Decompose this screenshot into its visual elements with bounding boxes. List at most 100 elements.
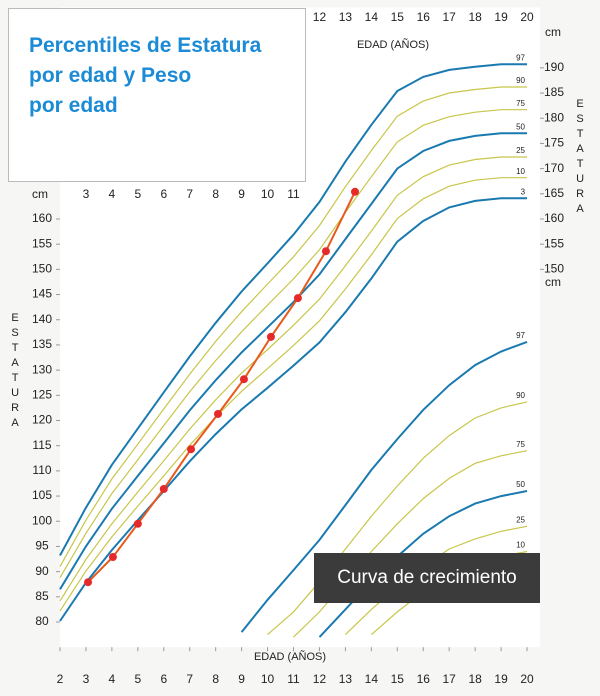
x-tick-label: 8 [212, 187, 219, 201]
x-tick-label: 17 [443, 672, 457, 686]
y-tick-label: 115 [32, 438, 51, 452]
x-tick-label: 5 [134, 187, 141, 201]
percentile-curve [59, 132, 527, 590]
growth-point [133, 519, 142, 528]
curve-label: 50 [516, 480, 525, 489]
x-tick-label: 4 [109, 672, 116, 686]
y-tick-label: 125 [32, 387, 52, 401]
x-tick-label: 8 [212, 672, 219, 686]
x-tick-label: 18 [468, 672, 482, 686]
unit-label: cm [545, 25, 561, 39]
x-tick-label: 6 [160, 187, 167, 201]
percentile-curve [59, 156, 527, 602]
y-axis-label: ESTATURA [574, 98, 586, 218]
y-tick-label: 160 [544, 211, 564, 225]
x-tick-label: 10 [261, 187, 275, 201]
curve-label: 10 [516, 167, 525, 176]
percentile-curve [59, 177, 527, 612]
x-tick-label: 15 [391, 672, 405, 686]
percentile-curve [59, 63, 527, 556]
y-tick-label: 90 [35, 564, 49, 578]
x-axis-label: EDAD (AÑOS) [254, 650, 326, 663]
y-tick-label: 150 [32, 262, 52, 276]
x-tick-label: 11 [287, 672, 300, 686]
y-tick-label: 100 [32, 513, 52, 527]
curve-label: 97 [516, 53, 525, 62]
x-axis-label: EDAD (AÑOS) [357, 38, 429, 51]
y-tick-label: 180 [544, 110, 564, 124]
y-tick-label: 160 [32, 211, 52, 225]
x-tick-label: 5 [134, 672, 141, 686]
x-tick-label: 13 [339, 672, 353, 686]
y-tick-label: 175 [544, 136, 564, 150]
title-line: Percentiles de Estatura [29, 34, 262, 57]
y-tick-label: 85 [35, 589, 49, 603]
y-tick-label: 185 [544, 85, 564, 99]
percentile-curve [59, 109, 527, 579]
x-tick-label: 3 [83, 672, 90, 686]
growth-point [187, 445, 196, 454]
y-tick-label: 135 [32, 337, 52, 351]
x-tick-label: 17 [443, 10, 457, 24]
x-tick-label: 12 [313, 10, 327, 24]
x-tick-label: 18 [468, 10, 482, 24]
x-tick-label: 14 [365, 10, 379, 24]
y-tick-label: 145 [32, 287, 52, 301]
x-tick-label: 19 [494, 672, 508, 686]
x-tick-label: 9 [238, 672, 245, 686]
x-tick-label: 4 [109, 187, 116, 201]
growth-point [351, 187, 360, 196]
x-tick-label: 14 [365, 672, 379, 686]
curve-label: 25 [516, 146, 525, 155]
y-tick-label: 165 [544, 186, 564, 200]
x-tick-label: 3 [83, 187, 90, 201]
x-tick-label: 2 [57, 672, 64, 686]
percentile-curve [59, 86, 527, 567]
curve-label: 10 [516, 541, 525, 550]
x-tick-label: 7 [186, 187, 193, 201]
x-tick-label: 6 [160, 672, 167, 686]
x-tick-label: 16 [417, 10, 431, 24]
y-tick-label: 170 [544, 161, 564, 175]
y-tick-label: 155 [544, 236, 564, 250]
x-tick-label: 15 [391, 10, 405, 24]
y-tick-label: 150 [544, 262, 564, 276]
x-tick-label: 9 [238, 187, 245, 201]
growth-point [214, 409, 223, 418]
x-tick-label: 20 [520, 10, 534, 24]
curve-label: 3 [521, 187, 526, 196]
x-tick-label: 11 [287, 187, 300, 201]
curve-label: 50 [516, 122, 525, 131]
x-tick-label: 12 [313, 672, 327, 686]
title-line: por edad y Peso [29, 64, 192, 87]
y-tick-label: 95 [35, 539, 49, 553]
growth-point [159, 485, 168, 494]
y-tick-label: 140 [32, 312, 52, 326]
x-tick-label: 20 [520, 672, 534, 686]
y-tick-label: 105 [32, 488, 52, 502]
y-tick-label: 80 [35, 614, 49, 628]
x-tick-label: 16 [417, 672, 431, 686]
title-line: por edad [29, 94, 118, 117]
unit-label: cm [32, 187, 48, 201]
y-tick-label: 130 [32, 362, 52, 376]
percentile-curve [267, 401, 528, 636]
y-axis-label: ESTATURA [9, 312, 21, 432]
y-tick-label: 155 [32, 236, 52, 250]
growth-point [293, 294, 302, 303]
x-tick-label: 19 [494, 10, 508, 24]
percentile-curve [240, 340, 528, 633]
growth-point [266, 332, 275, 341]
title-box: Percentiles de Estatura por edad y Peso … [8, 8, 306, 182]
annotation: Curva de crecimiento [314, 553, 540, 603]
curve-label: 90 [516, 391, 525, 400]
x-tick-label: 7 [186, 672, 193, 686]
curve-label: 25 [516, 515, 525, 524]
growth-point [84, 578, 93, 587]
curve-label: 97 [516, 331, 525, 340]
curve-label: 90 [516, 76, 525, 85]
growth-point [239, 375, 248, 384]
x-tick-label: 13 [339, 10, 353, 24]
y-tick-label: 110 [32, 463, 51, 477]
x-tick-label: 10 [261, 672, 275, 686]
